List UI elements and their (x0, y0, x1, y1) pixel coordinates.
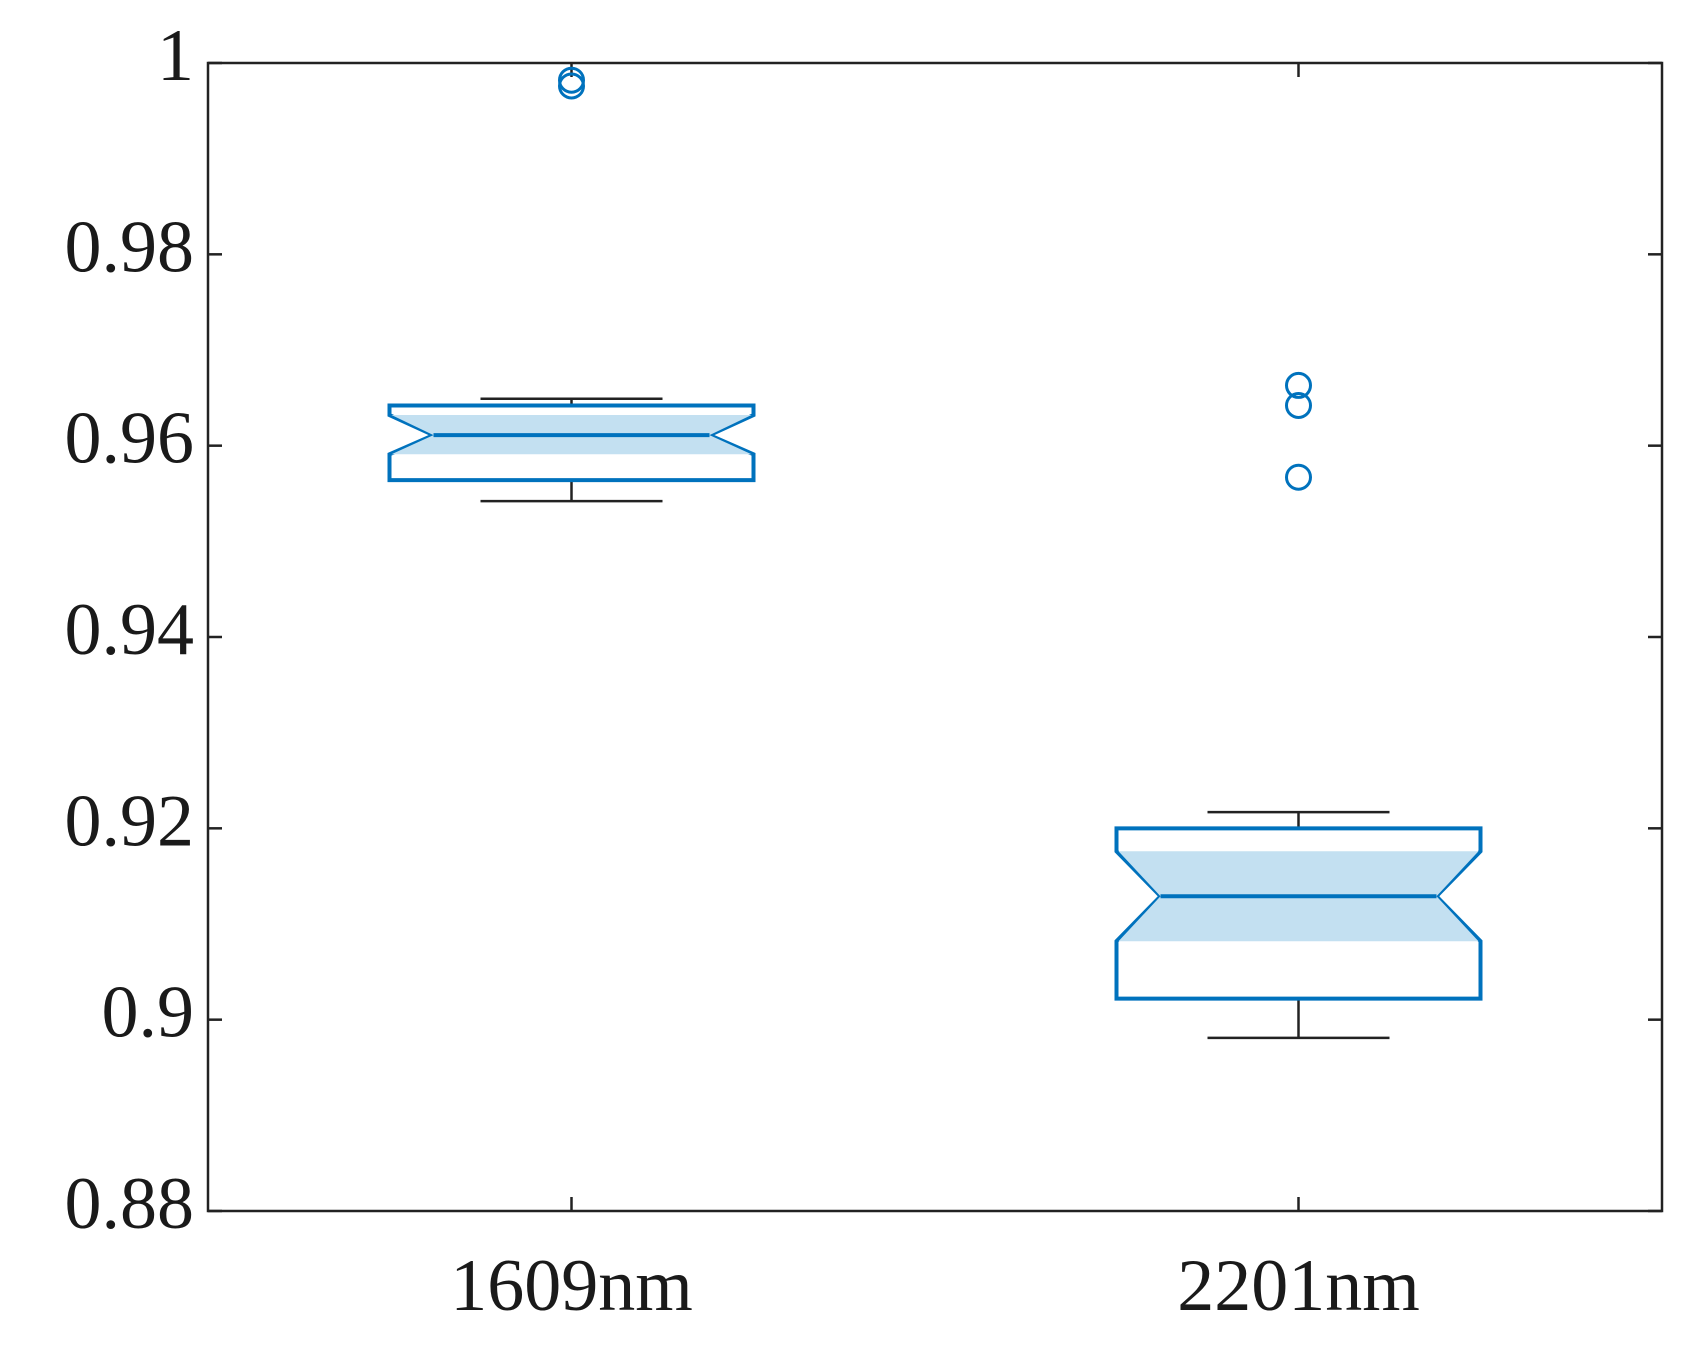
y-tick-label: 0.94 (65, 589, 195, 671)
outlier (1285, 463, 1312, 491)
y-tick-label: 0.9 (102, 972, 195, 1054)
y-tick-label: 0.92 (65, 780, 195, 862)
plot-frame (206, 61, 1664, 1213)
y-tick-label: 0.88 (65, 1163, 195, 1245)
x-tick-label: 2201nm (1177, 1245, 1420, 1327)
y-tick-label: 1 (157, 15, 194, 97)
y-tick-label: 0.96 (65, 398, 195, 480)
outlier (1285, 391, 1312, 419)
y-tick-label: 0.98 (65, 206, 195, 288)
outlier (1285, 371, 1312, 399)
outlier (558, 72, 585, 100)
x-tick-label: 1609nm (450, 1245, 693, 1327)
